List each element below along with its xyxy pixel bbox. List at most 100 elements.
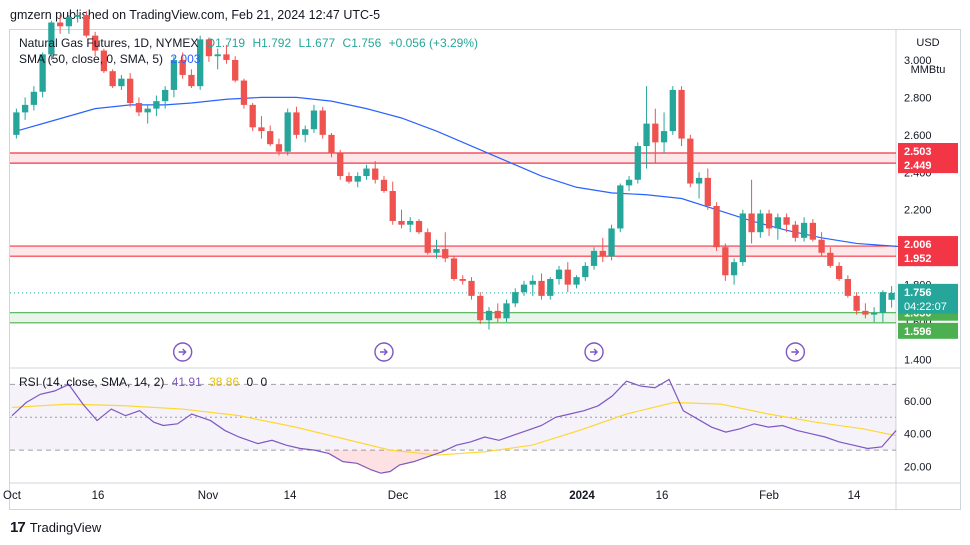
rsi-tick-label: 40.00 (904, 429, 932, 441)
resistance-label-3: 2.006 (904, 239, 932, 251)
candle-body (407, 220, 414, 225)
candle-body (652, 123, 659, 143)
resistance-label-2-box (898, 157, 958, 174)
rsi-band-fill (10, 384, 896, 451)
candle-body (477, 295, 484, 321)
rsi-legend: RSI (14, close, SMA, 14, 2) 41.91 38.86 … (19, 375, 271, 389)
event-marker-arrow (590, 348, 599, 356)
candle-body (547, 279, 554, 296)
footer-brand[interactable]: TradingView (29, 520, 102, 535)
candle-body (494, 310, 501, 319)
candle-body (704, 177, 711, 206)
currency-label[interactable]: USD (916, 37, 940, 49)
candle-body (127, 78, 134, 104)
rsi-sma-line (11, 401, 897, 456)
candle-body (74, 15, 81, 17)
chart-frame (9, 29, 961, 510)
candle-body (319, 110, 326, 135)
resistance-label-1-box (898, 143, 958, 160)
candle-body (205, 39, 213, 57)
candle-body (722, 247, 729, 276)
candle-body (337, 153, 344, 177)
candle-body (48, 22, 55, 55)
candle-body (660, 131, 668, 143)
candle-body (100, 50, 108, 72)
candle-body (853, 295, 860, 311)
candle-body (144, 108, 151, 113)
candle-body (363, 168, 370, 177)
event-marker-arrow (791, 348, 800, 356)
candle-body (380, 179, 388, 192)
candle-body (293, 112, 300, 135)
time-tick-label: 14 (848, 490, 861, 502)
candle-body (39, 54, 46, 92)
rsi-zero-2: 0 (260, 375, 268, 389)
rsi-label: RSI (14, close, SMA, 14, 2) (19, 375, 165, 389)
time-tick-label: Feb (759, 490, 779, 502)
last-price-box (898, 283, 958, 314)
candle-body (818, 239, 825, 253)
candle-body (608, 228, 615, 257)
candle-body (310, 110, 318, 130)
candle-body (424, 232, 431, 253)
candle-body (162, 89, 169, 102)
resistance-label-1: 2.503 (904, 146, 932, 158)
support-zone (10, 312, 896, 323)
candle-body (442, 249, 449, 259)
candle-body (643, 123, 650, 147)
candle-body (30, 91, 38, 105)
time-tick-label: 18 (494, 490, 507, 502)
candle-body (573, 277, 580, 285)
candle-body (188, 74, 195, 87)
price-legend: Natural Gas Futures, 1D, NYMEX O1.719 H1… (19, 36, 482, 50)
candle-body (13, 112, 20, 135)
candle-body (170, 59, 178, 90)
candle-body (774, 217, 781, 229)
candle-body (800, 222, 808, 238)
candle-body (599, 250, 606, 257)
price-tick-label: 1.400 (904, 355, 932, 367)
candle-body (197, 39, 204, 87)
sma-legend: SMA (50, close, 0, SMA, 5) 2.003 (19, 52, 204, 66)
candle-body (459, 279, 466, 281)
resistance-label-4: 1.952 (904, 253, 932, 265)
candle-body (520, 284, 528, 293)
ohlc-close: C1.756 (342, 36, 382, 50)
candle-body (485, 310, 493, 321)
sma-value: 2.003 (170, 52, 201, 66)
candle-body (267, 131, 274, 145)
symbol-label: Natural Gas Futures, 1D, NYMEX (19, 36, 199, 50)
rsi-tick-label: 60.00 (904, 396, 932, 408)
event-marker-arrow (379, 348, 388, 356)
event-marker-arrow (178, 348, 187, 356)
candle-body (555, 269, 563, 280)
time-tick-label: Oct (3, 490, 22, 502)
candle-body (617, 185, 624, 229)
candle-body (240, 80, 248, 105)
candle-body (765, 213, 773, 229)
price-tick-label: 2.800 (904, 92, 932, 104)
candle-body (827, 252, 834, 266)
time-tick-label: 16 (656, 490, 669, 502)
price-tick-label: 2.600 (904, 130, 932, 142)
candle-body (21, 104, 29, 113)
candle-body (118, 78, 125, 87)
rsi-zero-1: 0 (246, 375, 254, 389)
rsi-value: 41.91 (171, 375, 202, 389)
candle-body (687, 138, 694, 184)
resistance-label-2: 2.449 (904, 160, 932, 172)
sma-label: SMA (50, close, 0, SMA, 5) (19, 52, 164, 66)
candle-body (730, 262, 738, 276)
unit-label[interactable]: MMBtu (910, 64, 946, 76)
candle-body (214, 54, 221, 57)
time-tick-label: 2024 (569, 490, 595, 502)
candle-body (503, 303, 510, 319)
support-label-2: 1.596 (904, 326, 932, 338)
candle-body (529, 280, 536, 285)
candle-body (372, 168, 379, 180)
candle-body (669, 89, 676, 132)
candle-body (538, 280, 545, 296)
candle-body (450, 258, 458, 280)
resistance-label-3-box (898, 236, 958, 253)
